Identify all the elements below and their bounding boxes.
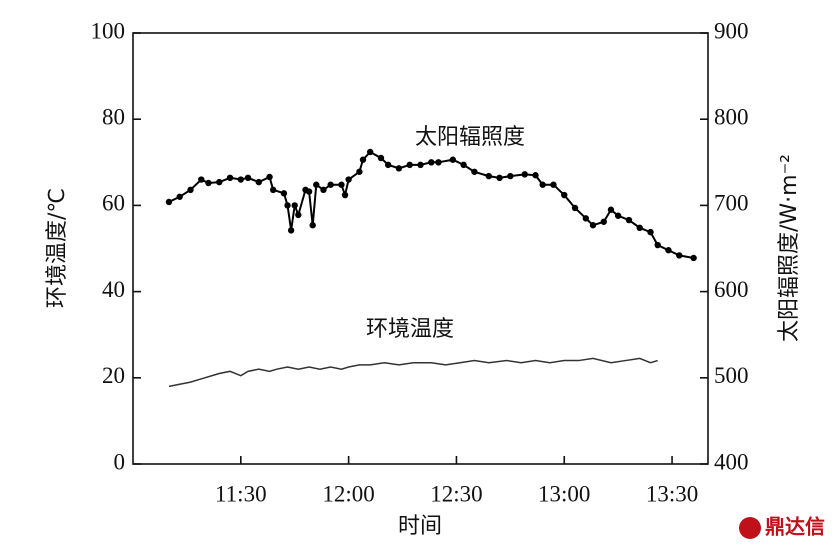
series-point xyxy=(625,216,633,224)
series-point xyxy=(507,172,514,180)
series-point xyxy=(341,191,349,199)
series-point xyxy=(636,224,643,232)
series-point xyxy=(216,178,223,186)
series-point xyxy=(359,156,367,163)
watermark-logo xyxy=(739,517,761,539)
y2-axis-label: 太阳辐照度/W·m⁻² xyxy=(777,154,802,342)
series-point xyxy=(676,252,683,259)
series-point xyxy=(521,171,528,178)
series-point xyxy=(237,176,245,183)
series-point xyxy=(449,156,457,163)
series-point xyxy=(205,179,212,187)
series-point xyxy=(377,154,385,162)
series-point xyxy=(266,173,273,181)
y-tick-label: 100 xyxy=(91,18,126,43)
series-point xyxy=(165,198,173,206)
series-point xyxy=(338,181,345,188)
series-point xyxy=(395,165,403,172)
series-point xyxy=(255,178,262,186)
series-point xyxy=(226,174,234,182)
series-point xyxy=(582,215,590,222)
x-tick-label: 13:00 xyxy=(538,481,590,506)
series-point xyxy=(460,161,467,169)
x-axis-label: 时间 xyxy=(398,514,442,539)
x-tick-label: 11:30 xyxy=(215,481,267,506)
series-point xyxy=(406,161,413,169)
series-point xyxy=(280,190,288,197)
series-annotation: 太阳辐照度 xyxy=(415,125,525,150)
x-tick-label: 12:30 xyxy=(430,481,482,506)
series-point xyxy=(320,186,327,194)
series-point xyxy=(366,148,374,156)
series-point xyxy=(284,202,291,209)
series-point xyxy=(654,241,661,249)
y-axis-label: 环境温度/℃ xyxy=(45,188,70,308)
y2-tick-label: 400 xyxy=(714,449,749,474)
series-line xyxy=(168,357,658,388)
series-point xyxy=(589,222,597,229)
y-tick-label: 60 xyxy=(102,191,125,216)
series-point xyxy=(176,193,183,200)
series-point xyxy=(471,168,478,175)
series-point xyxy=(614,212,622,219)
series-point xyxy=(291,202,298,209)
series-point xyxy=(600,218,607,225)
series-point xyxy=(647,228,654,236)
x-tick-label: 12:00 xyxy=(322,481,374,506)
series-point xyxy=(345,176,352,183)
series-point xyxy=(539,181,546,188)
series-point xyxy=(485,172,492,180)
y-tick-label: 40 xyxy=(102,277,125,302)
series-line xyxy=(168,150,694,259)
y-tick-label: 0 xyxy=(114,449,126,474)
series-point xyxy=(356,168,363,175)
series-annotation: 环境温度 xyxy=(366,317,454,342)
series-point xyxy=(244,174,252,182)
y2-tick-label: 500 xyxy=(714,363,749,388)
y-tick-label: 20 xyxy=(102,363,125,388)
series-point xyxy=(561,191,568,199)
x-tick-label: 13:30 xyxy=(646,481,698,506)
series-point xyxy=(309,222,316,229)
series-point xyxy=(198,176,205,183)
series-point xyxy=(428,159,435,166)
series-point xyxy=(550,181,557,188)
watermark: 鼎达信 xyxy=(765,515,825,539)
series-point xyxy=(532,172,539,179)
y-tick-label: 80 xyxy=(102,104,125,129)
y2-tick-label: 700 xyxy=(714,191,749,216)
plot-frame xyxy=(132,32,709,465)
series-point xyxy=(327,181,334,188)
y2-tick-label: 800 xyxy=(714,104,749,129)
series-point xyxy=(665,247,672,254)
series-point xyxy=(417,161,424,169)
series-point xyxy=(571,204,579,212)
series-point xyxy=(496,174,503,182)
y2-tick-label: 900 xyxy=(714,18,749,43)
y2-tick-label: 600 xyxy=(714,277,749,302)
series-point xyxy=(384,161,392,169)
series-point xyxy=(305,188,313,195)
series-point xyxy=(313,181,320,188)
series-point xyxy=(269,186,277,194)
series-point xyxy=(435,159,442,166)
series-point xyxy=(187,186,194,194)
series-point xyxy=(295,211,302,219)
series-point xyxy=(607,206,615,213)
series-point xyxy=(690,254,697,262)
series-point xyxy=(287,227,295,234)
